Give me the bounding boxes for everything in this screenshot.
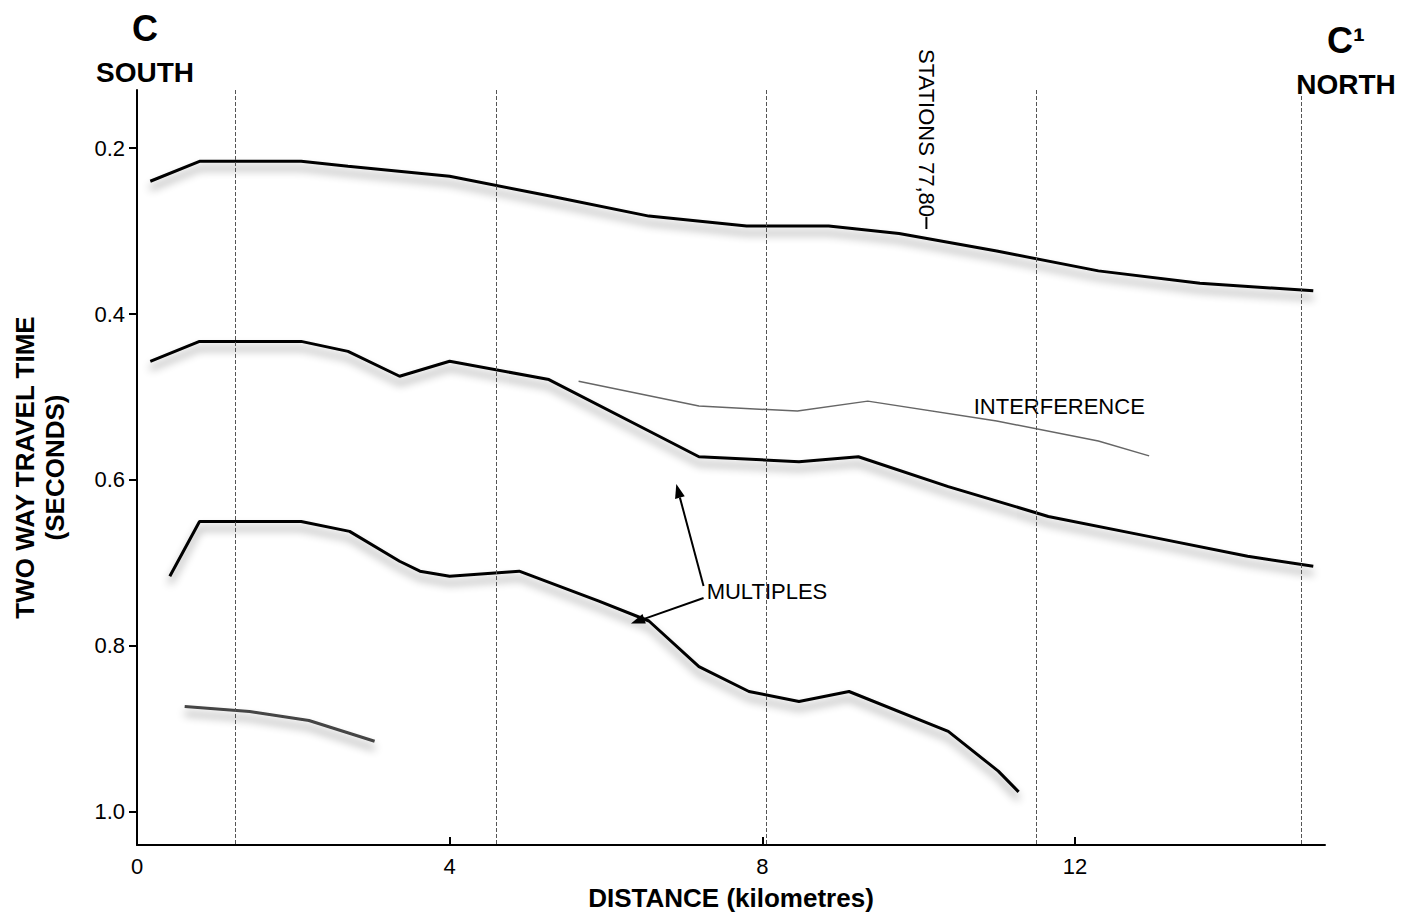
svg-text:1.0: 1.0 — [94, 799, 125, 824]
svg-text:STATIONS 77,80: STATIONS 77,80 — [914, 49, 939, 217]
svg-text:12: 12 — [1063, 854, 1087, 879]
svg-text:DISTANCE (kilometres): DISTANCE (kilometres) — [588, 883, 874, 913]
svg-text:0.4: 0.4 — [94, 302, 125, 327]
svg-text:0.2: 0.2 — [94, 136, 125, 161]
svg-text:C¹: C¹ — [1327, 20, 1365, 61]
svg-text:MULTIPLES: MULTIPLES — [706, 579, 828, 605]
svg-text:0: 0 — [131, 854, 143, 879]
svg-text:SOUTH: SOUTH — [96, 57, 194, 88]
svg-text:8: 8 — [756, 854, 768, 879]
svg-text:C: C — [132, 8, 158, 49]
svg-text:NORTH: NORTH — [1296, 69, 1396, 100]
svg-text:0.8: 0.8 — [94, 633, 125, 658]
svg-text:INTERFERENCE: INTERFERENCE — [974, 394, 1145, 419]
svg-text:0.6: 0.6 — [94, 467, 125, 492]
svg-text:4: 4 — [444, 854, 456, 879]
svg-text:TWO WAY TRAVEL TIME: TWO WAY TRAVEL TIME — [10, 316, 40, 618]
svg-text:(SECONDS): (SECONDS) — [40, 395, 70, 541]
